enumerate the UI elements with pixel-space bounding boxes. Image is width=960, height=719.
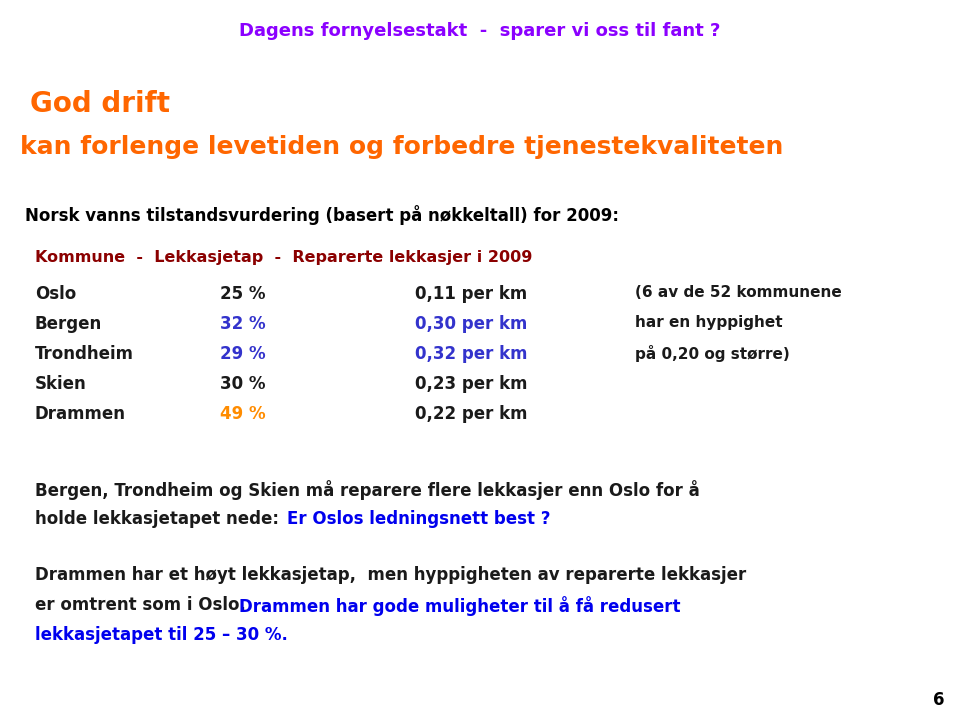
Text: 6: 6 [933, 691, 945, 709]
Text: Drammen: Drammen [35, 405, 126, 423]
Text: 0,11 per km: 0,11 per km [415, 285, 527, 303]
Text: God drift: God drift [30, 90, 170, 118]
Text: 0,22 per km: 0,22 per km [415, 405, 527, 423]
Text: holde lekkasjetapet nede:: holde lekkasjetapet nede: [35, 510, 291, 528]
Text: 25 %: 25 % [220, 285, 266, 303]
Text: har en hyppighet: har en hyppighet [635, 315, 782, 330]
Text: 0,30 per km: 0,30 per km [415, 315, 527, 333]
Text: (6 av de 52 kommunene: (6 av de 52 kommunene [635, 285, 842, 300]
Text: 0,32 per km: 0,32 per km [415, 345, 527, 363]
Text: 0,23 per km: 0,23 per km [415, 375, 527, 393]
Text: 29 %: 29 % [220, 345, 266, 363]
Text: Bergen: Bergen [35, 315, 103, 333]
Text: 49 %: 49 % [220, 405, 266, 423]
Text: kan forlenge levetiden og forbedre tjenestekvaliteten: kan forlenge levetiden og forbedre tjene… [20, 135, 783, 159]
Text: Bergen, Trondheim og Skien må reparere flere lekkasjer enn Oslo for å: Bergen, Trondheim og Skien må reparere f… [35, 480, 700, 500]
Text: Drammen har et høyt lekkasjetap,  men hyppigheten av reparerte lekkasjer: Drammen har et høyt lekkasjetap, men hyp… [35, 566, 746, 584]
Text: Er Oslos ledningsnett best ?: Er Oslos ledningsnett best ? [287, 510, 550, 528]
Text: Trondheim: Trondheim [35, 345, 134, 363]
Text: Norsk vanns tilstandsvurdering (basert på nøkkeltall) for 2009:: Norsk vanns tilstandsvurdering (basert p… [25, 205, 619, 225]
Text: er omtrent som i Oslo.: er omtrent som i Oslo. [35, 596, 257, 614]
Text: Drammen har gode muligheter til å få redusert: Drammen har gode muligheter til å få red… [239, 596, 681, 616]
Text: lekkasjetapet til 25 – 30 %.: lekkasjetapet til 25 – 30 %. [35, 626, 288, 644]
Text: på 0,20 og større): på 0,20 og større) [635, 345, 790, 362]
Text: 32 %: 32 % [220, 315, 266, 333]
Text: Kommune  -  Lekkasjetap  -  Reparerte lekkasjer i 2009: Kommune - Lekkasjetap - Reparerte lekkas… [35, 250, 533, 265]
Text: Dagens fornyelsestakt  -  sparer vi oss til fant ?: Dagens fornyelsestakt - sparer vi oss ti… [239, 22, 721, 40]
Text: Skien: Skien [35, 375, 86, 393]
Text: 30 %: 30 % [220, 375, 266, 393]
Text: Oslo: Oslo [35, 285, 76, 303]
